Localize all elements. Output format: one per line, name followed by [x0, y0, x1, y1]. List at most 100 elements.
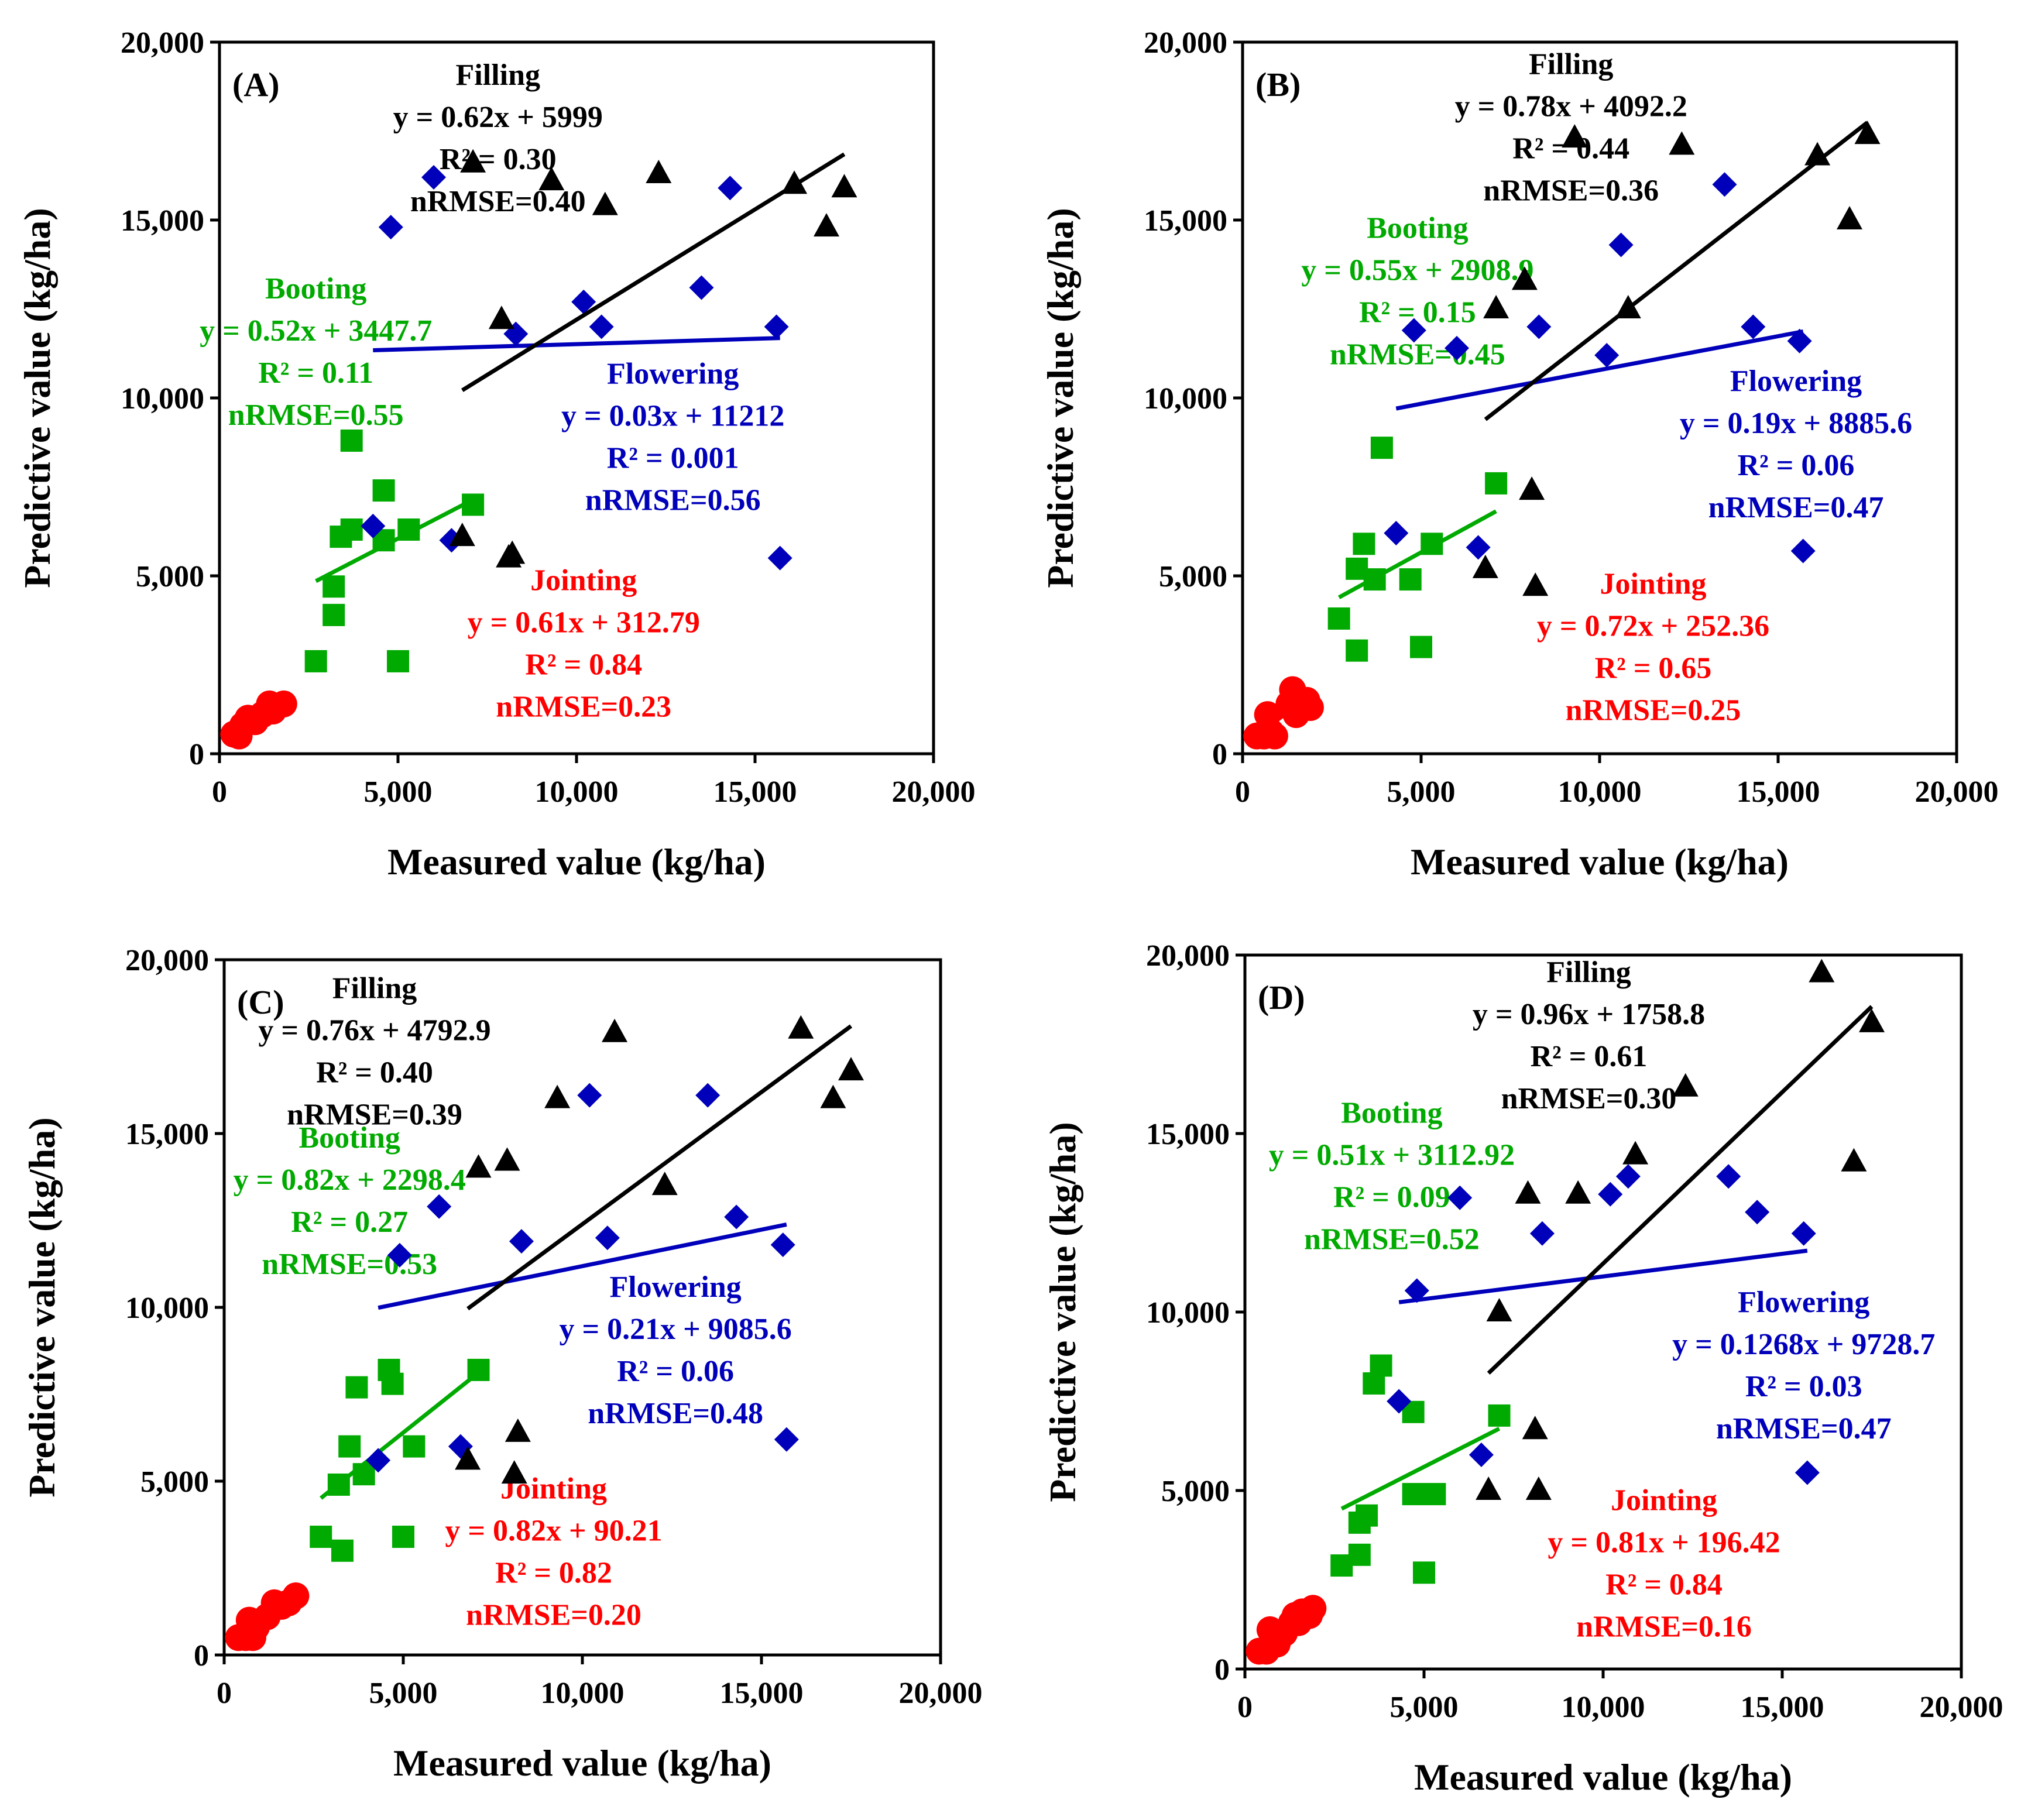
series-flowering: Flowering y = 0.21x + 9085.6 R² = 0.06 nRMS… [366, 1083, 799, 1473]
booting-point [1423, 1483, 1446, 1506]
jointing-fit-equation: y = 0.82x + 90.21 [445, 1515, 662, 1548]
series-flowering: Flowering y = 0.1268x + 9728.7 R² = 0.03 nR… [1387, 1164, 1935, 1485]
flowering-point [724, 1204, 749, 1230]
panel-label: (A) [232, 66, 280, 104]
series-jointing: Jointing y = 0.81x + 196.42 R² = 0.84 nRMSE… [1246, 1484, 1780, 1665]
booting-fit-line [1340, 1427, 1501, 1511]
y-tick-label: 10,000 [1144, 382, 1227, 415]
flowering-r-squared: R² = 0.001 [607, 442, 739, 475]
booting-fit-equation: y = 0.55x + 2908.9 [1301, 253, 1533, 287]
flowering-point [1384, 521, 1409, 546]
panel-4: 0 5,000 10,000 15,000 20,000 0 5,000 10,000 15,0… [1042, 939, 2003, 1798]
x-tick-label: 20,000 [1920, 1691, 2003, 1724]
filling-point [814, 213, 839, 237]
filling-point [449, 523, 475, 547]
filling-fit-equation: y = 0.96x + 1758.8 [1473, 998, 1705, 1031]
booting-point [340, 518, 363, 541]
x-tick-label: 15,000 [720, 1677, 804, 1710]
filling-point [788, 1015, 814, 1039]
booting-fit-line [1338, 509, 1497, 599]
x-tick-label: 5,000 [369, 1677, 438, 1710]
filling-point [1519, 476, 1545, 500]
series-booting: Booting y = 0.82x + 2298.4 R² = 0.27 nRMSE=… [234, 1121, 490, 1562]
x-tick-label: 0 [212, 775, 227, 809]
filling-point [1486, 1298, 1512, 1321]
booting-fit-equation: y = 0.52x + 3447.7 [200, 314, 432, 348]
flowering-point [1791, 1221, 1816, 1246]
y-axis-title: Predictive value (kg/ha) [1039, 208, 1081, 588]
filling-r-squared: R² = 0.40 [316, 1056, 433, 1089]
booting-point [331, 1539, 354, 1562]
booting-point [338, 1435, 361, 1458]
flowering-fit-equation: y = 0.03x + 11212 [561, 400, 784, 433]
filling-point [1859, 1008, 1885, 1032]
booting-point [1348, 1543, 1371, 1566]
filling-fit-line [466, 1024, 853, 1311]
y-tick-label: 15,000 [121, 204, 204, 238]
flowering-point [1745, 1200, 1770, 1225]
x-tick-label: 10,000 [541, 1677, 625, 1710]
jointing-series-name: Jointing [530, 564, 637, 597]
jointing-r-squared: R² = 0.82 [495, 1557, 612, 1590]
filling-point [501, 1460, 527, 1484]
booting-point [372, 479, 395, 502]
y-tick-label: 10,000 [121, 382, 204, 415]
filling-point [602, 1018, 628, 1042]
booting-point [1488, 1404, 1511, 1427]
y-tick-label: 5,000 [136, 560, 204, 593]
booting-point [1370, 1354, 1392, 1377]
flowering-point [387, 1242, 412, 1268]
booting-point [1485, 472, 1508, 495]
filling-fit-line [1484, 121, 1869, 421]
x-tick-label: 20,000 [1915, 775, 1999, 809]
flowering-point [1447, 1185, 1473, 1210]
flowering-point [427, 1194, 452, 1219]
filling-point [1522, 572, 1549, 596]
booting-point [1356, 1504, 1378, 1527]
filling-r-squared: R² = 0.44 [1512, 132, 1629, 166]
x-tick-label: 0 [217, 1677, 232, 1710]
booting-r-squared: R² = 0.27 [291, 1206, 408, 1239]
series-jointing: Jointing y = 0.72x + 252.36 R² = 0.65 nRMSE… [1243, 567, 1769, 750]
series-booting: Booting y = 0.52x + 3447.7 R² = 0.11 nRMSE=… [200, 272, 485, 672]
flowering-series-name: Flowering [1730, 365, 1862, 398]
filling-fit-equation: y = 0.76x + 4792.9 [258, 1014, 490, 1047]
booting-fit-equation: y = 0.82x + 2298.4 [234, 1163, 466, 1197]
y-tick-label: 10,000 [125, 1292, 209, 1325]
flowering-r-squared: R² = 0.06 [1738, 449, 1855, 482]
booting-point [1402, 1483, 1425, 1506]
booting-fit-line [315, 497, 474, 583]
flowering-r-squared: R² = 0.03 [1745, 1370, 1862, 1403]
flowering-series-name: Flowering [1738, 1286, 1869, 1319]
booting-nrmse: nRMSE=0.53 [262, 1248, 437, 1281]
jointing-nrmse: nRMSE=0.16 [1576, 1610, 1752, 1644]
flowering-point [774, 1427, 799, 1452]
x-tick-label: 20,000 [892, 775, 976, 809]
x-tick-label: 5,000 [1387, 775, 1456, 809]
flowering-nrmse: nRMSE=0.56 [585, 484, 761, 517]
panel-label: (C) [237, 983, 284, 1021]
jointing-fit-equation: y = 0.72x + 252.36 [1537, 609, 1769, 643]
x-tick-label: 10,000 [1558, 775, 1642, 809]
panel-3: 0 5,000 10,000 15,000 20,000 0 5,000 10,000 15,0… [21, 944, 983, 1784]
booting-nrmse: nRMSE=0.45 [1330, 338, 1505, 371]
filling-point [1809, 959, 1835, 983]
filling-point [1511, 266, 1538, 290]
booting-point [1410, 636, 1432, 658]
jointing-r-squared: R² = 0.84 [1605, 1568, 1723, 1602]
jointing-fit-line [237, 1593, 297, 1642]
x-tick-label: 15,000 [1737, 775, 1820, 809]
x-tick-label: 0 [1237, 1691, 1253, 1724]
jointing-fit-equation: y = 0.61x + 312.79 [468, 606, 700, 639]
series-flowering: Flowering y = 0.03x + 11212 R² = 0.001 nRMS… [361, 165, 792, 571]
filling-point [494, 1147, 520, 1171]
flowering-nrmse: nRMSE=0.47 [1708, 491, 1884, 524]
y-tick-label: 0 [194, 1639, 209, 1673]
flowering-r-squared: R² = 0.06 [617, 1355, 734, 1388]
filling-series-name: Filling [332, 971, 417, 1005]
booting-nrmse: nRMSE=0.55 [228, 399, 404, 432]
flowering-point [764, 314, 789, 339]
filling-point [488, 305, 514, 329]
filling-point [455, 1446, 481, 1470]
